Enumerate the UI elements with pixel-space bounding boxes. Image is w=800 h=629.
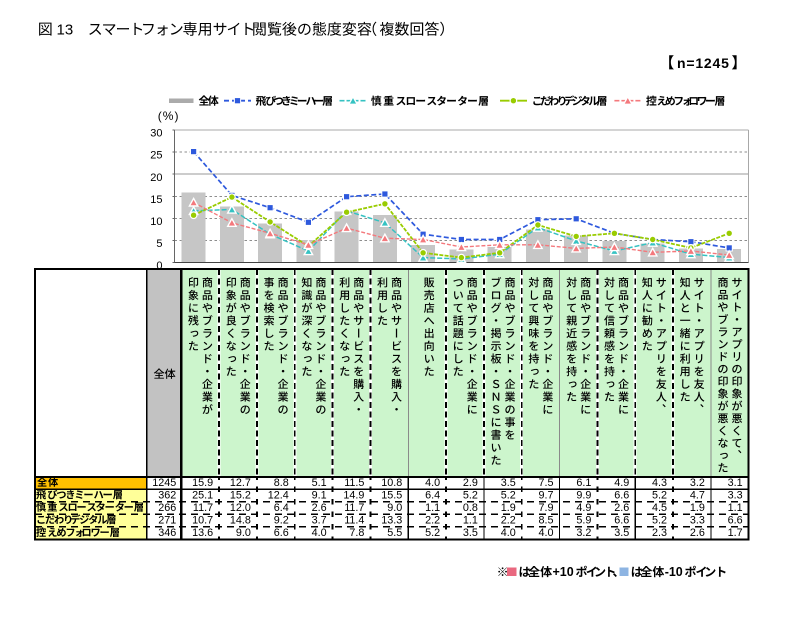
svg-text:271: 271 — [158, 514, 176, 526]
svg-text:4.0: 4.0 — [425, 477, 440, 489]
svg-text:13.3: 13.3 — [381, 514, 402, 526]
svg-text:3.1: 3.1 — [728, 477, 743, 489]
svg-text:2.2: 2.2 — [425, 514, 440, 526]
svg-text:10.8: 10.8 — [381, 477, 402, 489]
svg-text:15.5: 15.5 — [381, 489, 402, 501]
svg-text:362: 362 — [158, 489, 176, 501]
svg-text:15.9: 15.9 — [192, 477, 213, 489]
svg-text:9.7: 9.7 — [539, 489, 554, 501]
svg-text:15.2: 15.2 — [230, 489, 251, 501]
svg-text:2.9: 2.9 — [463, 477, 478, 489]
svg-text:15: 15 — [150, 194, 162, 206]
svg-text:3.2: 3.2 — [690, 477, 705, 489]
svg-text:5.2: 5.2 — [652, 489, 667, 501]
svg-text:4.5: 4.5 — [652, 502, 667, 514]
svg-text:9.0: 9.0 — [236, 527, 251, 539]
svg-text:+10: +10 — [553, 565, 574, 579]
svg-text:5.2: 5.2 — [463, 489, 478, 501]
svg-text:4.9: 4.9 — [614, 477, 629, 489]
svg-text:14.9: 14.9 — [343, 489, 364, 501]
svg-text:0.8: 0.8 — [463, 502, 478, 514]
svg-text:7.8: 7.8 — [349, 527, 364, 539]
svg-text:10.7: 10.7 — [192, 514, 213, 526]
svg-text:-10: -10 — [665, 565, 683, 579]
svg-text:6.6: 6.6 — [274, 527, 289, 539]
svg-text:14.8: 14.8 — [230, 514, 251, 526]
svg-text:266: 266 — [158, 502, 176, 514]
svg-text:2.2: 2.2 — [501, 514, 516, 526]
svg-text:3.5: 3.5 — [463, 527, 478, 539]
svg-text:3.3: 3.3 — [728, 489, 743, 501]
svg-text:3.5: 3.5 — [501, 477, 516, 489]
svg-text:3.7: 3.7 — [312, 514, 327, 526]
svg-text:7.9: 7.9 — [539, 502, 554, 514]
svg-text:25: 25 — [150, 150, 162, 162]
svg-text:9.9: 9.9 — [576, 489, 591, 501]
svg-text:4.0: 4.0 — [501, 527, 516, 539]
svg-text:20: 20 — [150, 172, 162, 184]
svg-text:12.0: 12.0 — [230, 502, 251, 514]
svg-text:0: 0 — [156, 260, 162, 272]
svg-text:1245: 1245 — [152, 477, 176, 489]
svg-text:2.6: 2.6 — [312, 502, 327, 514]
svg-text:10: 10 — [150, 216, 162, 228]
svg-text:13: 13 — [57, 22, 74, 39]
svg-text:1.1: 1.1 — [425, 502, 440, 514]
svg-text:3.5: 3.5 — [614, 527, 629, 539]
svg-text:12.7: 12.7 — [230, 477, 251, 489]
svg-text:6.6: 6.6 — [728, 514, 743, 526]
svg-text:1.1: 1.1 — [728, 502, 743, 514]
svg-text:30: 30 — [150, 128, 162, 140]
svg-text:8.8: 8.8 — [274, 477, 289, 489]
svg-text:6.4: 6.4 — [274, 502, 289, 514]
svg-text:11.4: 11.4 — [344, 514, 364, 526]
svg-text:4.9: 4.9 — [576, 502, 591, 514]
svg-text:4.3: 4.3 — [652, 477, 667, 489]
svg-text:6.4: 6.4 — [425, 489, 440, 501]
svg-text:7.5: 7.5 — [539, 477, 554, 489]
svg-text:6.1: 6.1 — [576, 477, 591, 489]
svg-text:346: 346 — [158, 527, 176, 539]
svg-text:11.5: 11.5 — [344, 477, 364, 489]
svg-text:13.6: 13.6 — [192, 527, 213, 539]
svg-text:3.3: 3.3 — [690, 514, 705, 526]
svg-text:5.2: 5.2 — [501, 489, 516, 501]
svg-text:8.5: 8.5 — [539, 514, 554, 526]
svg-text:5.9: 5.9 — [576, 514, 591, 526]
svg-text:1.7: 1.7 — [728, 527, 743, 539]
svg-text:5.5: 5.5 — [387, 527, 402, 539]
svg-text:2.6: 2.6 — [690, 527, 705, 539]
svg-text:5.2: 5.2 — [652, 514, 667, 526]
svg-text:5.2: 5.2 — [425, 527, 440, 539]
svg-text:9.2: 9.2 — [274, 514, 289, 526]
svg-text:5: 5 — [156, 238, 162, 250]
svg-text:1.1: 1.1 — [463, 514, 478, 526]
svg-text:3.2: 3.2 — [576, 527, 591, 539]
svg-text:n=1245: n=1245 — [677, 55, 730, 71]
svg-text:6.6: 6.6 — [614, 514, 629, 526]
svg-text:4.0: 4.0 — [312, 527, 327, 539]
svg-text:12.4: 12.4 — [268, 489, 289, 501]
svg-text:(%): (%) — [158, 109, 180, 123]
svg-text:11.7: 11.7 — [344, 502, 364, 514]
svg-text:4.7: 4.7 — [690, 489, 705, 501]
svg-text:11.7: 11.7 — [193, 502, 213, 514]
svg-text:6.6: 6.6 — [614, 489, 629, 501]
svg-text:4.0: 4.0 — [539, 527, 554, 539]
svg-text:1.9: 1.9 — [501, 502, 516, 514]
svg-text:1.9: 1.9 — [690, 502, 705, 514]
svg-text:5.1: 5.1 — [312, 477, 327, 489]
svg-text:25.1: 25.1 — [192, 489, 213, 501]
svg-text:9.0: 9.0 — [387, 502, 402, 514]
svg-text:2.3: 2.3 — [652, 527, 667, 539]
svg-text:9.1: 9.1 — [312, 489, 327, 501]
svg-text:2.6: 2.6 — [614, 502, 629, 514]
